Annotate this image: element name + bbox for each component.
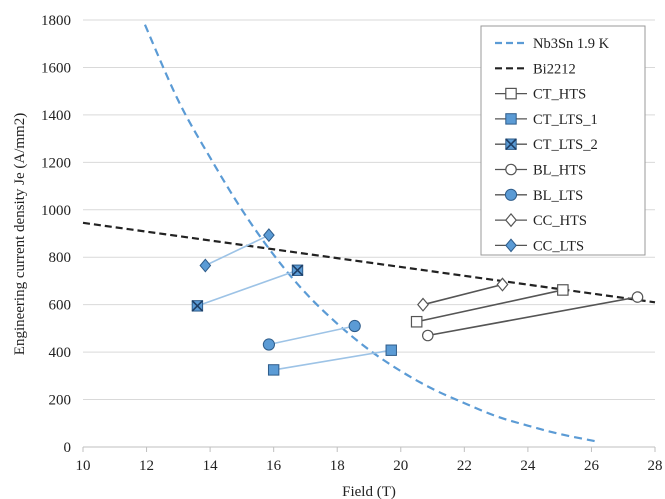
y-tick-label: 1000: [41, 203, 71, 219]
data-point-ct-hts: [410, 315, 423, 328]
x-axis-title: Field (T): [342, 484, 396, 499]
x-tick-label: 26: [584, 458, 600, 474]
y-tick-label: 0: [64, 440, 72, 456]
y-tick-label: 1200: [41, 155, 71, 171]
series-line-cc-lts: [204, 234, 270, 267]
legend: Nb3Sn 1.9 K Bi2212 CT_HTS CT_LTS_1 CT_LTS_2 B…: [480, 25, 646, 256]
legend-label-cc-lts: CC_LTS: [533, 238, 584, 254]
legend-item-bi2212: Bi2212: [495, 61, 576, 77]
y-axis-title: Engineering current density Je (A/mm2): [12, 113, 28, 355]
legend-item-bl-hts: BL_HTS: [495, 163, 586, 179]
legend-item-ct-lts-2: CT_LTS_2: [495, 137, 598, 153]
legend-marker-bl-hts: [505, 163, 517, 176]
data-point-cc-hts: [496, 277, 509, 292]
x-tick-label: 12: [139, 458, 154, 474]
legend-item-ct-hts: CT_HTS: [495, 87, 586, 103]
y-tick-label: 600: [49, 298, 72, 314]
data-point-ct-lts-1: [385, 344, 397, 356]
series-line-ct-lts-1: [273, 349, 392, 371]
data-point-cc-hts: [417, 297, 430, 312]
legend-item-nb3sn-1-9-k: Nb3Sn 1.9 K: [495, 36, 610, 52]
legend-label-bi2212: Bi2212: [533, 61, 576, 77]
y-tick-label: 200: [49, 393, 72, 409]
series-line-bi2212: [82, 221, 656, 304]
data-point-bl-lts: [262, 338, 275, 351]
legend-item-bl-lts: BL_LTS: [495, 188, 583, 204]
series-ct-lts-1: [267, 344, 397, 376]
x-tick-label: 24: [520, 458, 536, 474]
data-point-cc-lts: [199, 258, 212, 273]
data-point-ct-lts-2: [191, 300, 204, 312]
legend-marker-ct-hts: [505, 87, 517, 100]
series-line-bl-lts: [268, 325, 355, 346]
x-tick-label: 22: [457, 458, 472, 474]
series-bi2212: [82, 221, 656, 304]
x-tick-label: 28: [648, 458, 663, 474]
legend-label-ct-lts-2: CT_LTS_2: [533, 137, 598, 153]
legend-label-ct-hts: CT_HTS: [533, 87, 586, 103]
legend-label-bl-lts: BL_LTS: [533, 188, 583, 204]
y-tick-label: 1600: [41, 60, 71, 76]
series-line-cc-hts: [422, 283, 503, 306]
data-point-bl-hts: [421, 329, 434, 342]
series-cc-lts: [199, 228, 275, 273]
y-tick-label: 1400: [41, 108, 71, 124]
legend-marker-ct-lts-2: [505, 138, 517, 150]
data-point-ct-lts-1: [267, 364, 280, 376]
series-ct-hts: [410, 284, 569, 328]
data-point-ct-hts: [557, 284, 569, 296]
data-series: [82, 24, 656, 443]
series-nb3sn-1-9-k: [143, 24, 595, 443]
data-point-cc-lts: [263, 228, 275, 243]
series-bl-lts: [262, 319, 361, 351]
series-line-ct-hts: [416, 289, 564, 323]
legend-label-bl-hts: BL_HTS: [533, 163, 586, 179]
series-ct-lts-2: [191, 264, 304, 312]
legend-marker-cc-lts: [505, 238, 517, 253]
data-point-ct-lts-2: [291, 264, 304, 277]
series-line-nb3sn-1-9-k: [143, 24, 595, 443]
y-tick-label: 1800: [41, 13, 71, 29]
series-line-ct-lts-2: [197, 269, 298, 307]
legend-item-ct-lts-1: CT_LTS_1: [495, 112, 598, 128]
legend-item-cc-hts: CC_HTS: [495, 212, 587, 229]
legend-item-cc-lts: CC_LTS: [495, 238, 584, 254]
legend-label-ct-lts-1: CT_LTS_1: [533, 112, 598, 128]
legend-marker-bl-lts: [504, 188, 518, 201]
legend-label-nb3sn-1-9-k: Nb3Sn 1.9 K: [533, 36, 610, 52]
series-bl-hts: [421, 291, 644, 342]
axes: 0 200 400 600 800 1000 1200 1400 1600 1800 10 12 14 1…: [41, 13, 663, 474]
series-cc-hts: [417, 277, 509, 312]
y-tick-label: 400: [49, 345, 72, 361]
legend-label-cc-hts: CC_HTS: [533, 213, 587, 229]
x-tick-label: 20: [393, 458, 408, 474]
data-point-bl-hts: [631, 291, 644, 303]
legend-marker-ct-lts-1: [505, 113, 517, 125]
x-tick-label: 14: [203, 458, 219, 474]
series-line-bl-hts: [427, 296, 638, 337]
y-tick-label: 800: [49, 250, 72, 266]
x-tick-label: 18: [330, 458, 345, 474]
legend-marker-cc-hts: [505, 212, 517, 228]
data-point-bl-lts: [348, 319, 361, 333]
x-tick-label: 16: [266, 458, 282, 474]
x-tick-label: 10: [76, 458, 91, 474]
